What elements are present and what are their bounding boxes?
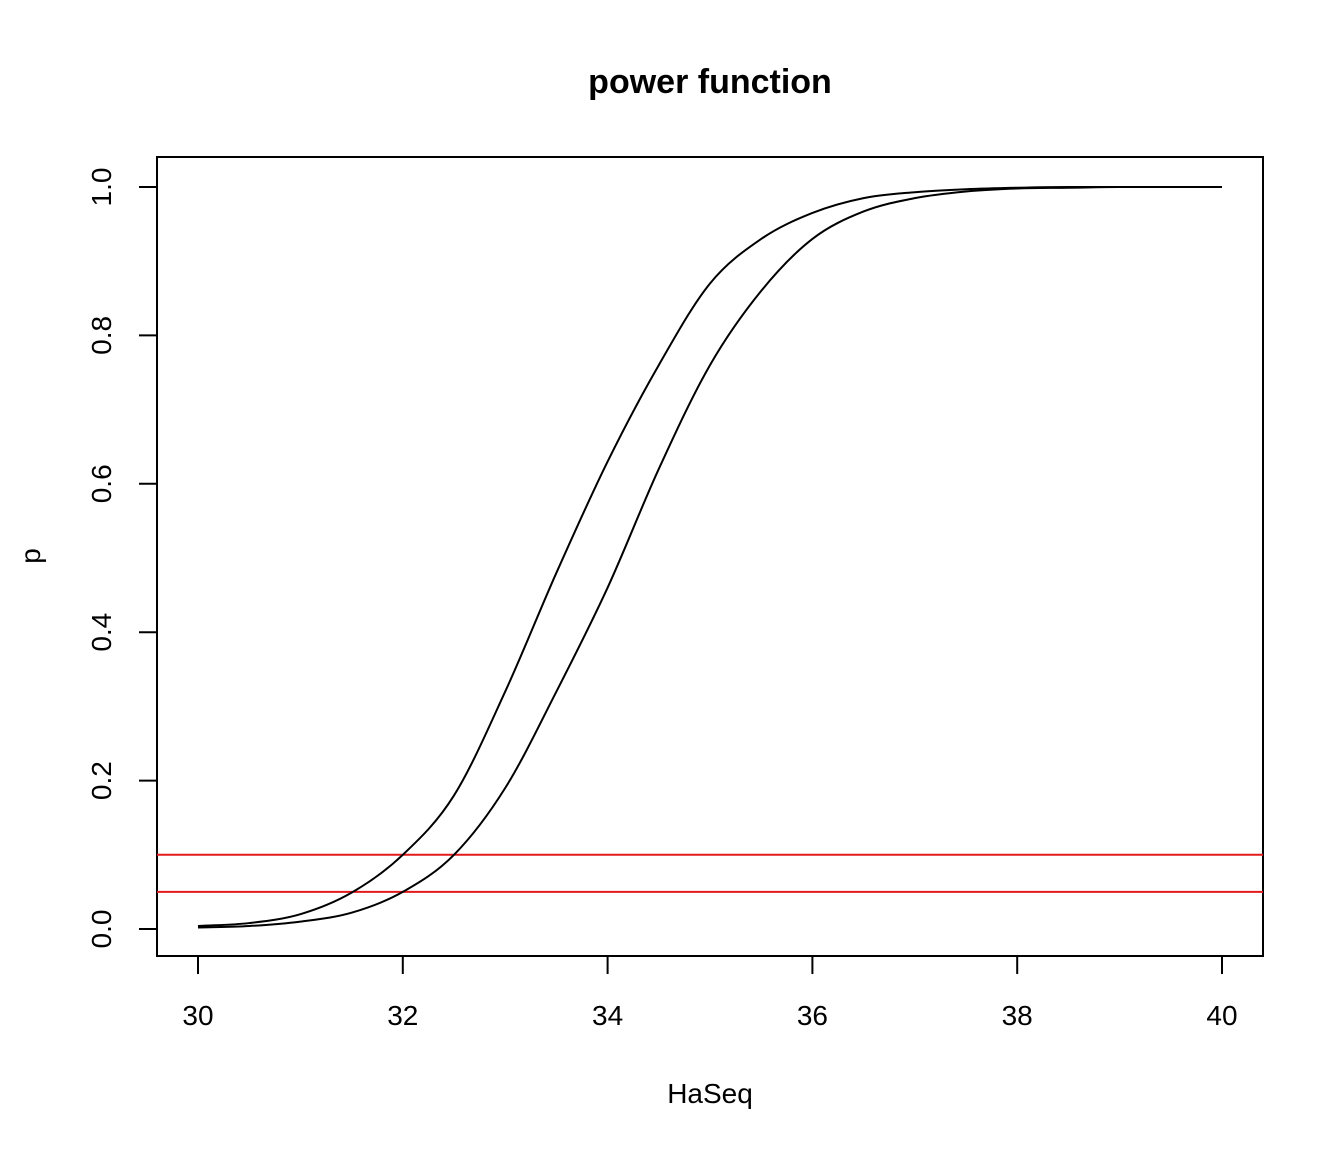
reference-lines <box>157 853 1263 893</box>
y-tick-label-0: 0.0 <box>86 910 117 949</box>
x-tick-label-3: 36 <box>797 1000 828 1031</box>
plot-frame <box>156 156 1264 957</box>
y-tick-label-2: 0.4 <box>86 613 117 652</box>
y-axis: 0.0 0.2 0.4 0.6 0.8 1.0 <box>86 168 158 949</box>
series-line-1 <box>197 186 1223 929</box>
y-tick-label-1: 0.2 <box>86 761 117 800</box>
y-tick-label-3: 0.6 <box>86 464 117 503</box>
x-tick-label-5: 40 <box>1206 1000 1237 1031</box>
x-axis-label: HaSeq <box>667 1078 753 1109</box>
y-tick-label-4: 0.8 <box>86 316 117 355</box>
x-tick-label-2: 34 <box>592 1000 623 1031</box>
x-axis: 30 32 34 36 38 40 <box>182 955 1238 1031</box>
x-tick-label-4: 38 <box>1002 1000 1033 1031</box>
x-tick-label-1: 32 <box>387 1000 418 1031</box>
chart-title: power function <box>588 63 832 101</box>
y-axis-label: p <box>15 548 46 564</box>
y-tick-label-5: 1.0 <box>86 168 117 207</box>
series-line-0 <box>197 186 1223 928</box>
series-lines <box>197 186 1223 929</box>
x-tick-label-0: 30 <box>182 1000 213 1031</box>
